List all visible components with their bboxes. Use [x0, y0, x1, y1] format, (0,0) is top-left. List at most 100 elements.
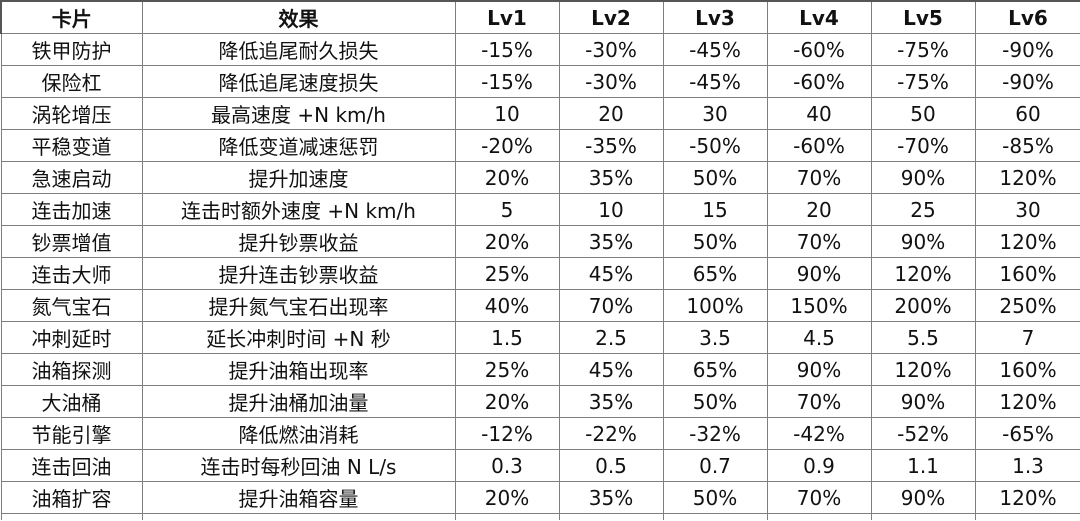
cell-effect[interactable]: 降低变道减速惩罚: [141, 129, 456, 162]
cell-lv4[interactable]: -42%: [766, 417, 872, 450]
cell-lv3[interactable]: -45%: [662, 33, 768, 66]
cell-lv3[interactable]: 50%: [662, 385, 768, 418]
header-card[interactable]: 卡片: [0, 0, 143, 34]
cell-lv4[interactable]: 70%: [766, 225, 872, 258]
cell-effect[interactable]: 降低追尾速度损失: [141, 65, 456, 98]
cell-lv2[interactable]: 35%: [558, 225, 664, 258]
cell-effect[interactable]: 提升加速度: [141, 161, 456, 194]
cell-lv6[interactable]: 250%: [974, 289, 1080, 322]
cell-lv4[interactable]: -60%: [766, 65, 872, 98]
cell-effect[interactable]: 连击时额外速度 +N km/h: [141, 193, 456, 226]
cell-lv6[interactable]: 160%: [974, 353, 1080, 386]
cell-lv6[interactable]: 120%: [974, 225, 1080, 258]
cell-card-name[interactable]: 铁甲防护: [0, 33, 143, 66]
cell-lv1[interactable]: -12%: [454, 417, 560, 450]
cell-lv3[interactable]: -45%: [662, 65, 768, 98]
empty-cell[interactable]: [662, 513, 768, 520]
cell-lv6[interactable]: -65%: [974, 417, 1080, 450]
cell-lv2[interactable]: 2.5: [558, 321, 664, 354]
cell-lv5[interactable]: 5.5: [870, 321, 976, 354]
cell-effect[interactable]: 提升油箱容量: [141, 481, 456, 514]
cell-lv2[interactable]: 45%: [558, 353, 664, 386]
cell-lv6[interactable]: -90%: [974, 65, 1080, 98]
cell-lv4[interactable]: 90%: [766, 353, 872, 386]
cell-card-name[interactable]: 氮气宝石: [0, 289, 143, 322]
cell-lv4[interactable]: 20: [766, 193, 872, 226]
cell-lv1[interactable]: 25%: [454, 353, 560, 386]
cell-lv3[interactable]: 50%: [662, 225, 768, 258]
cell-card-name[interactable]: 大油桶: [0, 385, 143, 418]
cell-lv5[interactable]: -52%: [870, 417, 976, 450]
header-lv2[interactable]: Lv2: [558, 0, 664, 34]
cell-lv5[interactable]: -70%: [870, 129, 976, 162]
cell-lv6[interactable]: 30: [974, 193, 1080, 226]
cell-lv1[interactable]: 20%: [454, 225, 560, 258]
cell-lv3[interactable]: 3.5: [662, 321, 768, 354]
cell-effect[interactable]: 连击时每秒回油 N L/s: [141, 449, 456, 482]
cell-lv2[interactable]: -30%: [558, 33, 664, 66]
cell-lv2[interactable]: 35%: [558, 385, 664, 418]
cell-card-name[interactable]: 冲刺延时: [0, 321, 143, 354]
cell-lv1[interactable]: 20%: [454, 161, 560, 194]
cell-lv3[interactable]: 100%: [662, 289, 768, 322]
header-lv1[interactable]: Lv1: [454, 0, 560, 34]
cell-lv4[interactable]: 70%: [766, 161, 872, 194]
cell-lv4[interactable]: -60%: [766, 33, 872, 66]
cell-lv3[interactable]: 65%: [662, 257, 768, 290]
header-lv4[interactable]: Lv4: [766, 0, 872, 34]
cell-effect[interactable]: 降低燃油消耗: [141, 417, 456, 450]
cell-lv2[interactable]: 10: [558, 193, 664, 226]
cell-lv2[interactable]: -35%: [558, 129, 664, 162]
empty-cell[interactable]: [974, 513, 1080, 520]
cell-lv3[interactable]: 65%: [662, 353, 768, 386]
cell-lv6[interactable]: 1.3: [974, 449, 1080, 482]
cell-lv6[interactable]: -85%: [974, 129, 1080, 162]
cell-lv2[interactable]: 70%: [558, 289, 664, 322]
cell-lv5[interactable]: 120%: [870, 353, 976, 386]
empty-cell[interactable]: [870, 513, 976, 520]
cell-effect[interactable]: 降低追尾耐久损失: [141, 33, 456, 66]
cell-lv2[interactable]: 45%: [558, 257, 664, 290]
cell-lv4[interactable]: 0.9: [766, 449, 872, 482]
cell-lv4[interactable]: 40: [766, 97, 872, 130]
cell-effect[interactable]: 提升连击钞票收益: [141, 257, 456, 290]
cell-lv6[interactable]: 60: [974, 97, 1080, 130]
cell-effect[interactable]: 提升油桶加油量: [141, 385, 456, 418]
header-lv3[interactable]: Lv3: [662, 0, 768, 34]
cell-card-name[interactable]: 平稳变道: [0, 129, 143, 162]
cell-lv5[interactable]: 90%: [870, 385, 976, 418]
cell-lv3[interactable]: -50%: [662, 129, 768, 162]
cell-lv2[interactable]: 20: [558, 97, 664, 130]
cell-lv1[interactable]: 0.3: [454, 449, 560, 482]
cell-lv3[interactable]: 50%: [662, 481, 768, 514]
cell-lv1[interactable]: 20%: [454, 385, 560, 418]
cell-lv5[interactable]: 1.1: [870, 449, 976, 482]
cell-effect[interactable]: 延长冲刺时间 +N 秒: [141, 321, 456, 354]
header-lv5[interactable]: Lv5: [870, 0, 976, 34]
cell-lv5[interactable]: -75%: [870, 33, 976, 66]
cell-lv4[interactable]: 4.5: [766, 321, 872, 354]
cell-lv6[interactable]: 120%: [974, 161, 1080, 194]
cell-lv4[interactable]: 70%: [766, 481, 872, 514]
cell-effect[interactable]: 提升钞票收益: [141, 225, 456, 258]
cell-lv6[interactable]: 120%: [974, 385, 1080, 418]
cell-effect[interactable]: 提升油箱出现率: [141, 353, 456, 386]
empty-cell[interactable]: [141, 513, 456, 520]
cell-lv5[interactable]: 25: [870, 193, 976, 226]
cell-lv4[interactable]: 70%: [766, 385, 872, 418]
header-lv6[interactable]: Lv6: [974, 0, 1080, 34]
header-effect[interactable]: 效果: [141, 0, 456, 34]
cell-lv1[interactable]: 5: [454, 193, 560, 226]
cell-lv3[interactable]: 0.7: [662, 449, 768, 482]
cell-card-name[interactable]: 急速启动: [0, 161, 143, 194]
cell-lv3[interactable]: 15: [662, 193, 768, 226]
cell-lv1[interactable]: 40%: [454, 289, 560, 322]
cell-lv6[interactable]: 7: [974, 321, 1080, 354]
cell-lv1[interactable]: -15%: [454, 65, 560, 98]
cell-lv4[interactable]: 90%: [766, 257, 872, 290]
cell-lv5[interactable]: 90%: [870, 481, 976, 514]
empty-cell[interactable]: [766, 513, 872, 520]
cell-lv1[interactable]: 1.5: [454, 321, 560, 354]
cell-card-name[interactable]: 油箱探测: [0, 353, 143, 386]
cell-card-name[interactable]: 连击大师: [0, 257, 143, 290]
